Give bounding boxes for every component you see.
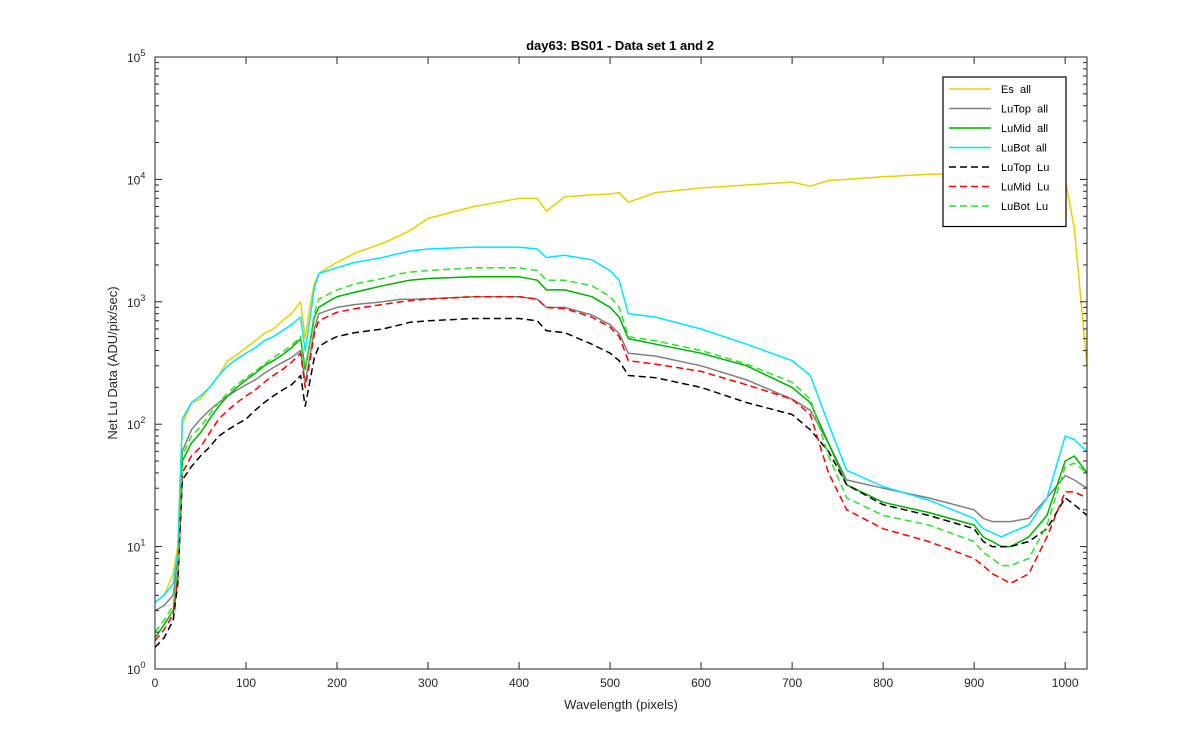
y-tick-label: 104 [127,170,145,187]
legend-label-0: Es all [1001,84,1031,96]
x-axis: 0 100 200 300 400 500 600 700 800 900 1000 [152,57,1079,690]
x-tick-label: 100 [236,676,256,690]
x-tick-label: 800 [873,676,893,690]
x-tick-label: 200 [327,676,347,690]
y-tick-label: 102 [127,415,145,432]
series-line-2 [154,276,1088,639]
series-line-6 [154,266,1088,633]
legend: Es all LuTop all LuMid all LuBot all LuTop L… [942,76,1067,228]
x-tick-label: 1000 [1052,676,1079,690]
legend-label-4: LuTop Lu [1001,162,1049,174]
legend-label-5: LuMid Lu [1001,182,1049,194]
x-tick-label: 400 [509,676,529,690]
series-layer [154,173,1088,648]
series-line-5 [154,295,1088,642]
chart-title: day63: BS01 - Data set 1 and 2 [526,38,714,53]
legend-label-3: LuBot all [1001,143,1047,155]
x-tick-label: 0 [152,676,159,690]
y-tick-label: 101 [127,538,145,555]
legend-box [942,76,1067,228]
x-tick-label: 300 [418,676,438,690]
legend-label-1: LuTop all [1001,104,1048,116]
series-line-4 [154,317,1088,648]
plot-frame [154,56,1088,670]
x-tick-label: 700 [782,676,802,690]
y-axis: 100 101 102 103 104 105 [127,48,1087,677]
y-tick-label: 100 [127,660,145,677]
legend-label-6: LuBot Lu [1001,201,1048,213]
y-tick-label: 105 [127,48,145,65]
y-axis-label: Net Lu Data (ADU/pix/sec) [105,286,120,439]
x-axis-label: Wavelength (pixels) [564,697,678,712]
y-tick-label: 103 [127,293,145,310]
legend-label-2: LuMid all [1001,123,1048,135]
x-tick-label: 600 [691,676,711,690]
x-tick-label: 900 [964,676,984,690]
x-tick-label: 500 [600,676,620,690]
series-line-3 [154,246,1088,603]
